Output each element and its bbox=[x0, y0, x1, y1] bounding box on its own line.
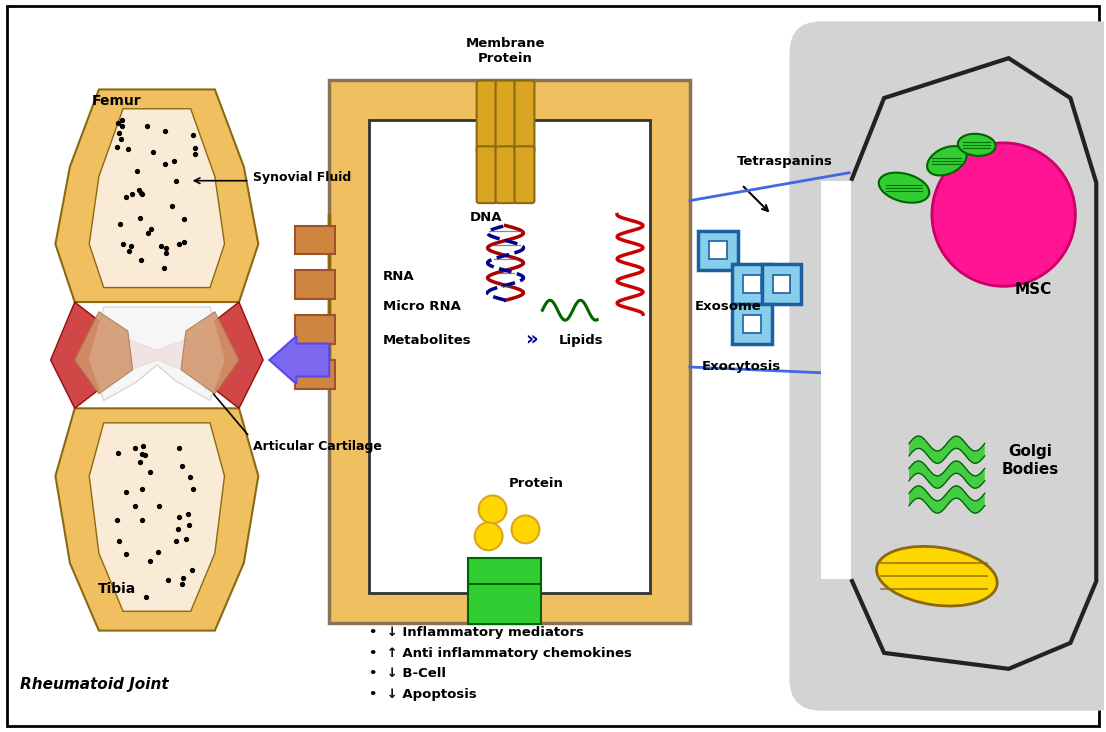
FancyBboxPatch shape bbox=[477, 81, 497, 153]
Text: Tibia: Tibia bbox=[98, 582, 136, 596]
Polygon shape bbox=[181, 312, 239, 394]
FancyBboxPatch shape bbox=[468, 559, 542, 584]
Text: Protein: Protein bbox=[509, 477, 563, 490]
Text: •  ↑ Anti inflammatory chemokines: • ↑ Anti inflammatory chemokines bbox=[369, 647, 632, 660]
Text: Golgi
Bodies: Golgi Bodies bbox=[1002, 444, 1060, 477]
FancyBboxPatch shape bbox=[330, 80, 690, 623]
Text: •  ↓ Inflammatory mediators: • ↓ Inflammatory mediators bbox=[369, 627, 584, 640]
FancyBboxPatch shape bbox=[709, 242, 727, 259]
Ellipse shape bbox=[958, 134, 995, 156]
FancyBboxPatch shape bbox=[495, 81, 515, 153]
Text: Micro RNA: Micro RNA bbox=[383, 300, 461, 313]
FancyBboxPatch shape bbox=[742, 315, 761, 333]
FancyBboxPatch shape bbox=[468, 582, 542, 624]
Text: Rheumatoid Joint: Rheumatoid Joint bbox=[20, 677, 168, 692]
Circle shape bbox=[474, 523, 502, 550]
FancyBboxPatch shape bbox=[295, 225, 335, 255]
FancyBboxPatch shape bbox=[369, 120, 650, 593]
Text: Synovial Fluid: Synovial Fluid bbox=[253, 171, 352, 184]
Text: MSC: MSC bbox=[1015, 283, 1052, 297]
Polygon shape bbox=[51, 302, 263, 408]
FancyBboxPatch shape bbox=[295, 315, 335, 344]
Text: Exosome: Exosome bbox=[695, 300, 761, 313]
Circle shape bbox=[511, 515, 540, 543]
FancyBboxPatch shape bbox=[732, 305, 772, 344]
FancyBboxPatch shape bbox=[8, 7, 1099, 725]
Text: RNA: RNA bbox=[383, 270, 415, 283]
FancyBboxPatch shape bbox=[295, 360, 335, 389]
FancyBboxPatch shape bbox=[732, 264, 772, 305]
Ellipse shape bbox=[927, 146, 967, 176]
Text: Metabolites: Metabolites bbox=[383, 334, 471, 347]
FancyBboxPatch shape bbox=[514, 146, 534, 203]
Text: »: » bbox=[525, 329, 539, 348]
Polygon shape bbox=[75, 312, 133, 394]
Text: DNA: DNA bbox=[469, 211, 502, 223]
FancyBboxPatch shape bbox=[514, 81, 534, 153]
Polygon shape bbox=[90, 307, 225, 400]
Circle shape bbox=[932, 143, 1075, 286]
FancyBboxPatch shape bbox=[762, 264, 802, 305]
FancyBboxPatch shape bbox=[698, 231, 738, 270]
Polygon shape bbox=[822, 181, 852, 579]
FancyBboxPatch shape bbox=[295, 270, 335, 299]
Polygon shape bbox=[90, 423, 225, 611]
Text: Articular Cartilage: Articular Cartilage bbox=[253, 440, 383, 452]
FancyBboxPatch shape bbox=[495, 146, 515, 203]
Ellipse shape bbox=[877, 546, 998, 606]
Text: •  ↓ B-Cell: • ↓ B-Cell bbox=[369, 668, 446, 680]
Text: •  ↓ Apoptosis: • ↓ Apoptosis bbox=[369, 688, 477, 701]
FancyBboxPatch shape bbox=[742, 275, 761, 294]
Text: Femur: Femur bbox=[92, 94, 142, 108]
FancyBboxPatch shape bbox=[477, 146, 497, 203]
Polygon shape bbox=[90, 109, 225, 288]
FancyBboxPatch shape bbox=[772, 275, 791, 294]
Polygon shape bbox=[55, 89, 259, 302]
FancyArrow shape bbox=[270, 336, 330, 384]
Text: Membrane
Protein: Membrane Protein bbox=[466, 37, 545, 65]
Circle shape bbox=[479, 496, 507, 523]
FancyBboxPatch shape bbox=[790, 21, 1106, 711]
Text: Exocytosis: Exocytosis bbox=[702, 360, 781, 373]
Ellipse shape bbox=[879, 173, 929, 203]
Text: Tetraspanins: Tetraspanins bbox=[737, 154, 833, 168]
Polygon shape bbox=[55, 408, 259, 630]
Text: Lipids: Lipids bbox=[559, 334, 603, 347]
